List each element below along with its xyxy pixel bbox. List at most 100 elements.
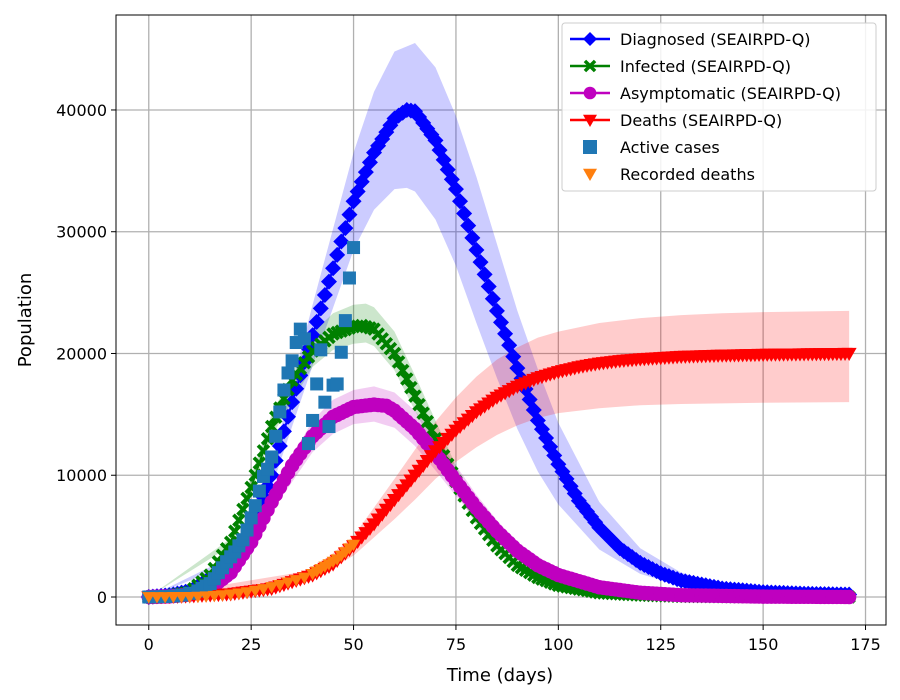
legend-label: Active cases (620, 138, 720, 157)
infected-seairpd-q-point (412, 397, 426, 412)
diagnosed-seairpd-q-point (312, 300, 329, 317)
x-tick-label: 150 (748, 635, 779, 654)
recorded-deaths-point (347, 539, 361, 552)
active-cases-point (347, 241, 361, 255)
diagnosed-seairpd-q-point (308, 313, 325, 330)
y-axis-label: Population (15, 273, 36, 368)
diagnosed-seairpd-q-point (320, 273, 337, 290)
diagnosed-seairpd-q-point (464, 229, 481, 246)
active-cases-point (342, 271, 356, 285)
legend-entry-active-cases: Active cases (583, 138, 720, 157)
diagnosed-seairpd-q-point (497, 325, 514, 342)
active-cases-point (252, 484, 266, 498)
legend-marker (583, 168, 597, 181)
legend-entry-diagnosed-seairpd-q: Diagnosed (SEAIRPD-Q) (570, 30, 811, 49)
recorded-deaths-point (142, 592, 156, 604)
deaths-seairpd-q-point (841, 347, 857, 361)
y-tick-label: 0 (97, 588, 107, 607)
active-cases-point (281, 366, 295, 380)
x-tick-label: 100 (543, 635, 574, 654)
active-cases-point (285, 354, 299, 368)
plot-frame (115, 14, 887, 626)
recorded-deaths-point (248, 585, 262, 598)
recorded-deaths-point (183, 591, 197, 604)
recorded-deaths-point (166, 592, 180, 604)
legend-label: Recorded deaths (620, 165, 755, 184)
active-cases-point (265, 450, 279, 464)
active-cases-point (297, 332, 311, 346)
diagnosed-seairpd-q-point (484, 290, 501, 307)
diagnosed-seairpd-q-point (341, 206, 358, 223)
recorded-deaths-point (297, 572, 311, 585)
infected-seairpd-q-point (404, 380, 418, 395)
diagnosed-seairpd-q-point (333, 233, 350, 250)
legend-entry-infected-seairpd-q: Infected (SEAIRPD-Q) (570, 57, 791, 76)
legend-label: Asymptomatic (SEAIRPD-Q) (620, 84, 841, 103)
diagnosed-seairpd-q-point (452, 193, 469, 210)
diagnosed-seairpd-q-point (456, 205, 473, 222)
y-tick-label: 30000 (56, 223, 107, 242)
y-tick-label: 10000 (56, 466, 107, 485)
recorded-deaths-point (199, 591, 213, 603)
recorded-deaths-point (158, 592, 172, 604)
recorded-deaths-point (150, 592, 164, 604)
legend-entry-asymptomatic-seairpd-q: Asymptomatic (SEAIRPD-Q) (570, 84, 841, 103)
active-cases-point (244, 511, 258, 525)
infected-seairpd-q-point (408, 389, 422, 403)
infected-seairpd-q-point (416, 406, 430, 420)
x-axis-label: Time (days) (446, 665, 553, 686)
y-tick-label: 40000 (56, 101, 107, 120)
recorded-deaths-point (289, 575, 303, 587)
active-cases-point (318, 395, 332, 409)
recorded-deaths-point (224, 589, 238, 601)
active-cases-point (248, 499, 262, 513)
active-cases-point (330, 377, 344, 391)
y-tick-label: 20000 (56, 344, 107, 363)
active-cases-point (302, 437, 315, 451)
x-tick-label: 25 (241, 635, 261, 654)
infected-seairpd-q-point (387, 346, 402, 361)
legend-marker (583, 86, 597, 100)
active-cases-point (261, 462, 275, 476)
recorded-deaths-series (142, 539, 361, 604)
infected-seairpd-q-point (391, 355, 406, 369)
diagnosed-seairpd-q-point (329, 246, 346, 263)
x-tick-label: 75 (446, 635, 466, 654)
legend-entry-deaths-seairpd-q: Deaths (SEAIRPD-Q) (570, 111, 782, 130)
legend-label: Infected (SEAIRPD-Q) (620, 57, 791, 76)
recorded-deaths-point (232, 588, 246, 600)
active-cases-point (338, 314, 352, 328)
active-cases-point (310, 377, 324, 391)
diagnosed-seairpd-q-point (316, 287, 333, 304)
deaths-seairpd-q-band (148, 310, 850, 597)
recorded-deaths-point (207, 590, 221, 603)
legend-marker (583, 140, 597, 154)
legend-marker (583, 32, 597, 46)
legend-box (561, 22, 877, 192)
active-cases-point (277, 383, 291, 397)
diagnosed-seairpd-q-point (480, 278, 497, 295)
legend-entry-recorded-deaths: Recorded deaths (583, 165, 755, 184)
infected-seairpd-q-point (395, 363, 410, 378)
asymptomatic-seairpd-q-point (841, 589, 857, 605)
active-cases-point (322, 420, 336, 434)
recorded-deaths-point (191, 591, 205, 604)
active-cases-point (240, 523, 254, 537)
legend-marker (583, 59, 597, 73)
legend-label: Deaths (SEAIRPD-Q) (620, 111, 782, 130)
recorded-deaths-point (256, 584, 270, 596)
active-cases-point (273, 405, 287, 419)
observed-data (142, 241, 361, 604)
x-tick-label: 0 (144, 635, 154, 654)
diagnosed-seairpd-q-point (337, 220, 354, 237)
x-tick-label: 125 (645, 635, 676, 654)
legend: Diagnosed (SEAIRPD-Q) Infected (SEAIRPD-Q… (561, 22, 877, 192)
diagnosed-seairpd-q-point (472, 254, 489, 271)
x-tick-label: 50 (343, 635, 363, 654)
legend-label: Diagnosed (SEAIRPD-Q) (620, 30, 811, 49)
infected-seairpd-q-point (420, 414, 435, 429)
diagnosed-seairpd-q-point (468, 241, 485, 258)
active-cases-point (306, 413, 320, 427)
active-cases-point (334, 345, 348, 359)
